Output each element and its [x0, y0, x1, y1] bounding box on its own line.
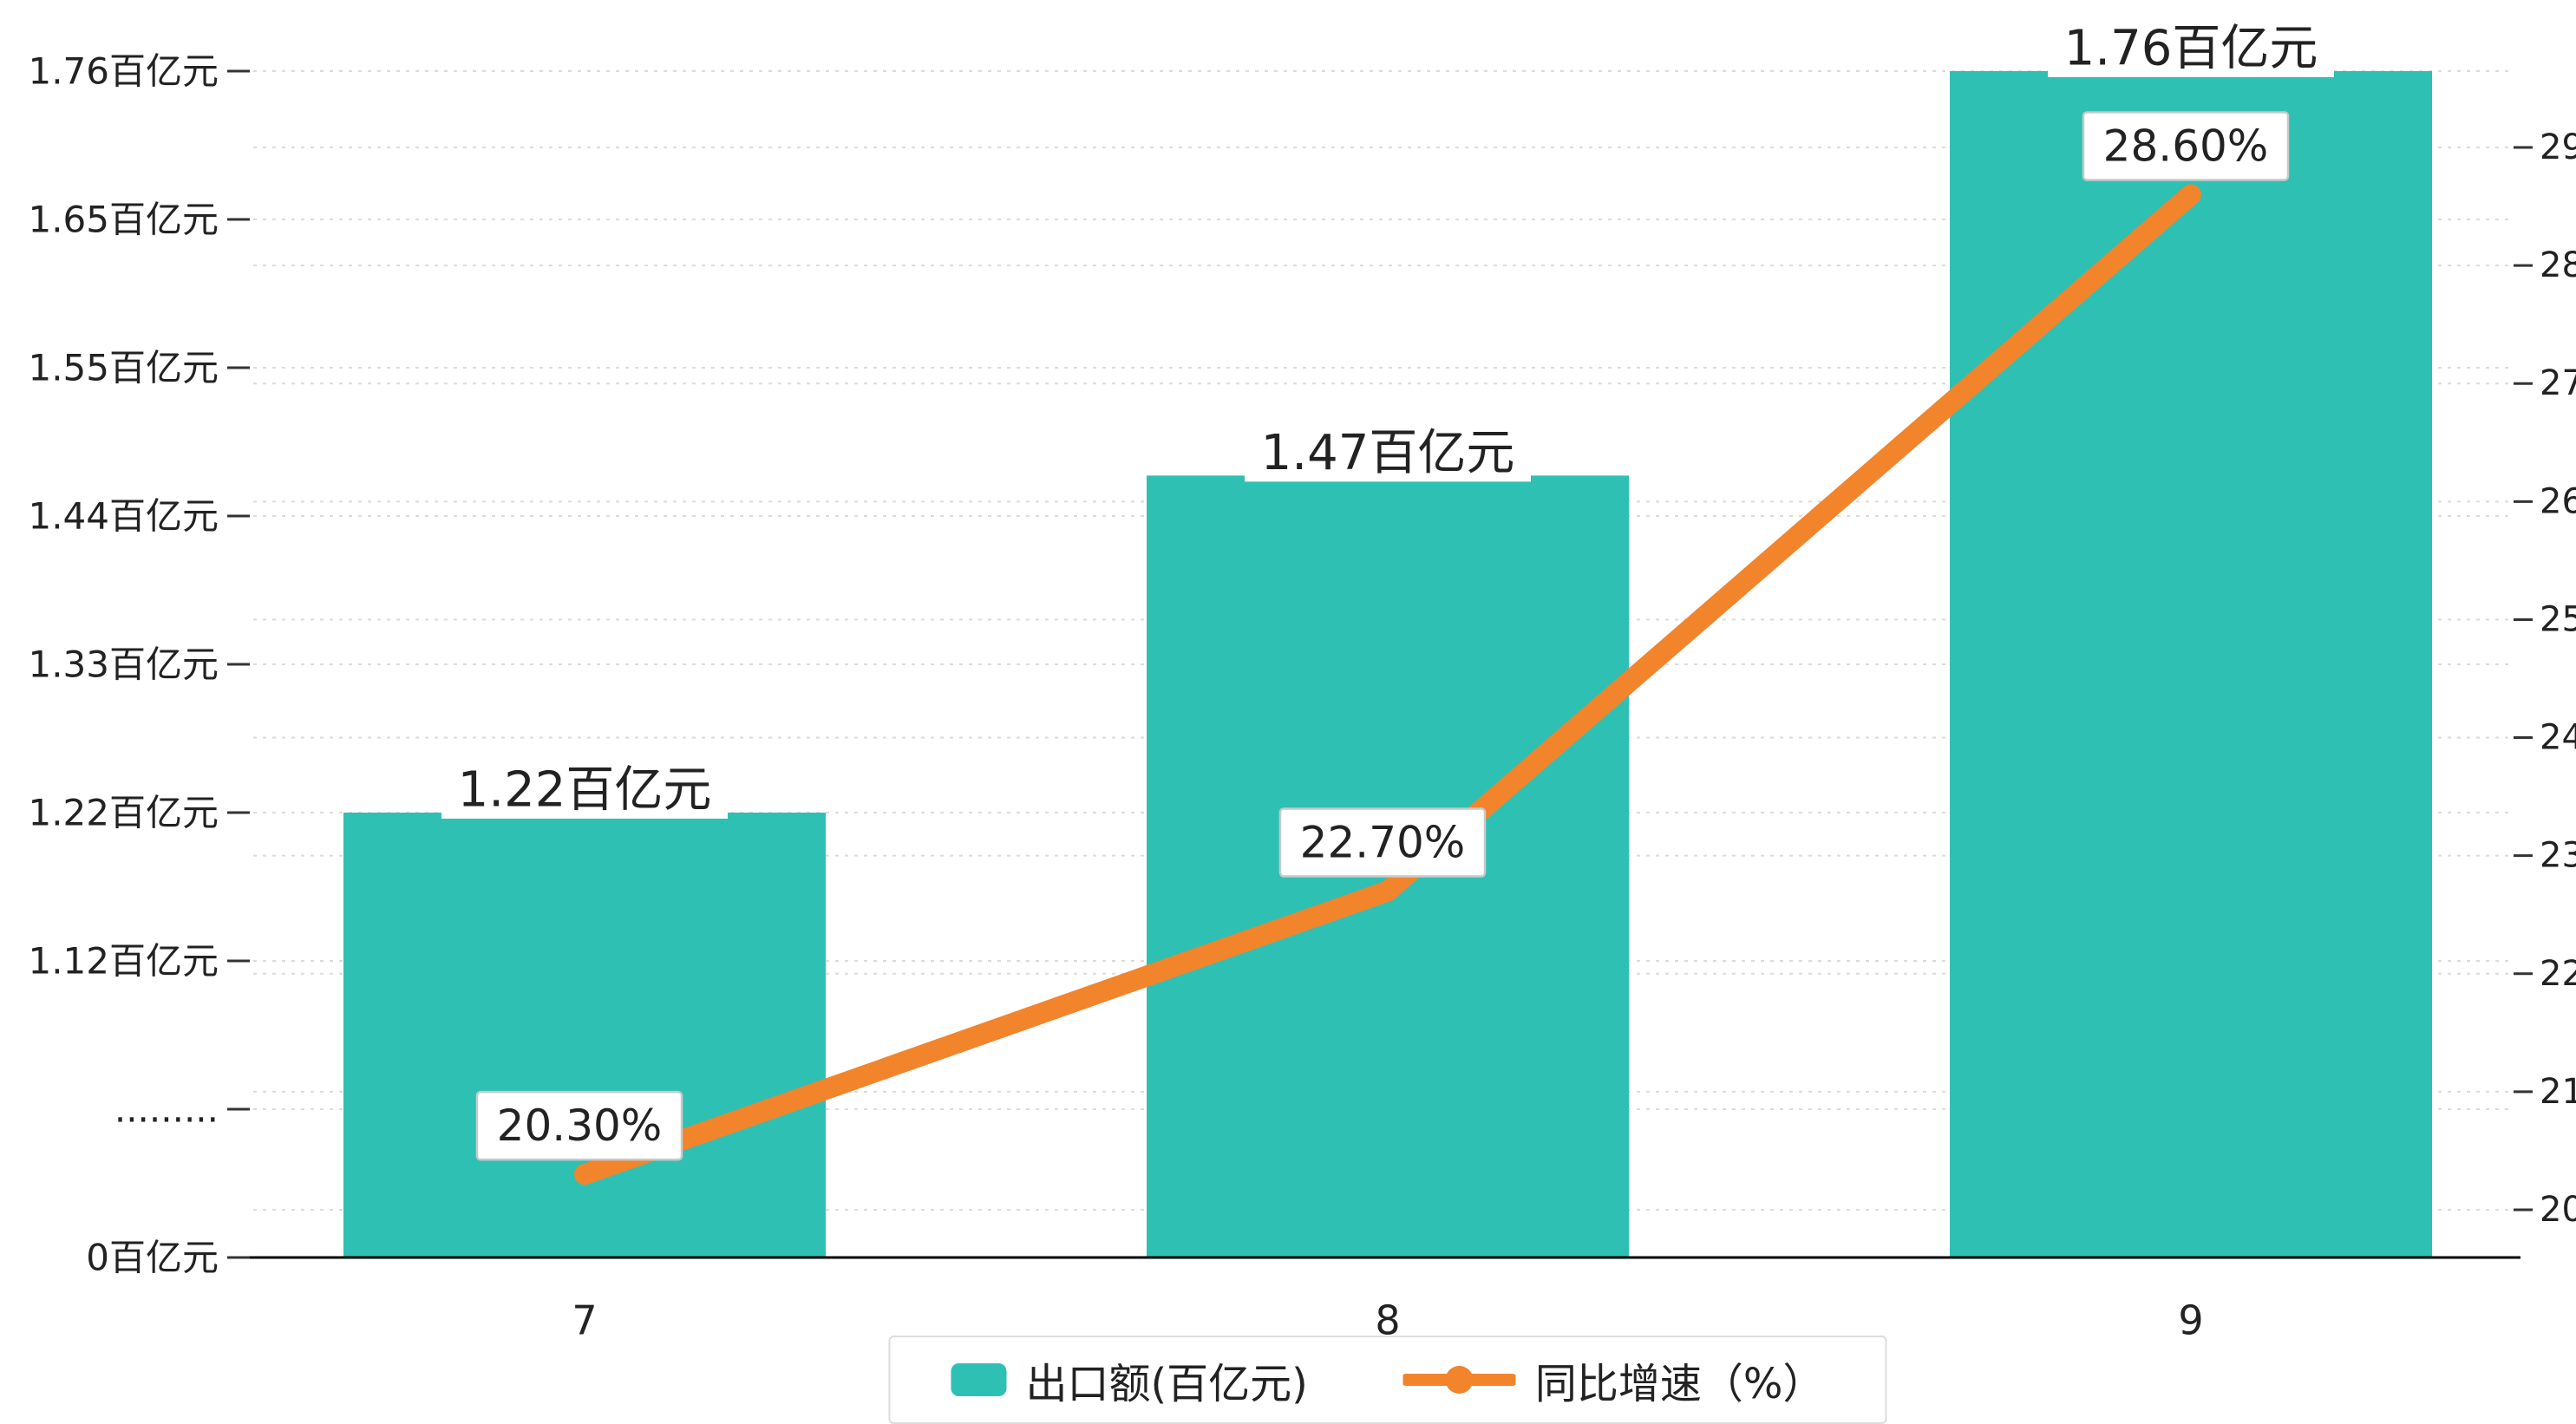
- left-axis-label: .........: [114, 1088, 219, 1131]
- bar-label-box: [2048, 20, 2334, 77]
- bar-month-7[interactable]: [343, 813, 826, 1257]
- right-axis-label: 23: [2540, 836, 2576, 876]
- growth-line[interactable]: [574, 184, 2201, 1186]
- line-value-label: 20.30%: [497, 1101, 663, 1151]
- line-value-label: 22.70%: [1300, 818, 1466, 868]
- right-axis-label: 26: [2540, 481, 2576, 521]
- line-value-label: 28.60%: [2103, 121, 2269, 171]
- bar-label-box: [441, 761, 728, 819]
- legend-item-growth[interactable]: 同比增速（%）: [1402, 1349, 1825, 1410]
- right-axis-label: 28: [2540, 245, 2576, 285]
- chart-legend: 出口额(百亿元) 同比增速（%）: [888, 1336, 1887, 1424]
- left-axis-label: 1.12百亿元: [28, 940, 219, 983]
- right-axis-label: 24: [2540, 718, 2576, 758]
- right-axis-label: 25: [2540, 599, 2576, 639]
- right-axis-label: 27: [2540, 363, 2576, 403]
- left-axis-label: 1.44百亿元: [28, 495, 219, 538]
- left-axis-label: 1.33百亿元: [28, 643, 219, 686]
- bar-series-swatch-icon: [951, 1363, 1007, 1396]
- line-label-box: [1278, 807, 1487, 878]
- legend-label-export: 出口额(百亿元): [1025, 1360, 1308, 1408]
- right-axis-label: 22: [2540, 954, 2576, 994]
- left-axis-label: 1.22百亿元: [28, 792, 219, 834]
- x-axis-label: 7: [572, 1297, 597, 1343]
- bar-label-box: [1245, 424, 1531, 482]
- line-label-box: [2082, 111, 2290, 181]
- right-axis-label: 21: [2540, 1072, 2576, 1112]
- bar-value-label: 1.47百亿元: [1261, 425, 1515, 481]
- right-axis-label: 20: [2540, 1190, 2576, 1230]
- legend-label-growth: 同比增速（%）: [1534, 1360, 1825, 1408]
- left-axis-label: 1.55百亿元: [28, 347, 219, 389]
- right-axis-label: 29: [2540, 127, 2576, 167]
- line-series-swatch-icon: [1402, 1366, 1516, 1394]
- line-label-box: [475, 1090, 683, 1161]
- bar-month-9[interactable]: [1950, 71, 2432, 1257]
- left-axis-label: 1.65百亿元: [28, 199, 219, 241]
- legend-item-export[interactable]: 出口额(百亿元): [951, 1349, 1308, 1410]
- bar-value-label: 1.22百亿元: [458, 762, 712, 819]
- left-axis-label: 0百亿元: [86, 1237, 219, 1279]
- x-axis-label: 9: [2178, 1297, 2203, 1343]
- left-axis-label: 1.76百亿元: [28, 50, 219, 93]
- bar-value-label: 1.76百亿元: [2064, 21, 2318, 77]
